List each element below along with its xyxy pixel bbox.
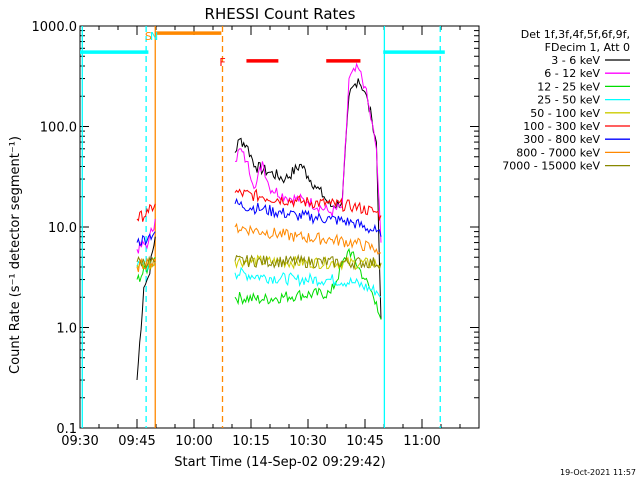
x-tick-label: 10:30 [289, 434, 326, 449]
series-line [136, 78, 382, 381]
y-tick-label: 10.0 [48, 221, 77, 236]
x-tick-label: 09:30 [61, 434, 98, 449]
legend-entry-label: 7000 - 15000 keV [502, 160, 600, 173]
legend-entry-label: 25 - 50 keV [537, 94, 600, 107]
legend-entry-label: 800 - 7000 keV [516, 146, 600, 159]
series-line [136, 253, 382, 271]
series-line [136, 197, 382, 246]
legend-entry-label: 300 - 800 keV [523, 133, 600, 146]
legend-entry-label: 3 - 6 keV [551, 54, 600, 67]
x-axis-label: Start Time (14-Sep-02 09:29:42) [174, 455, 385, 470]
y-tick-label: 1.0 [56, 322, 77, 337]
chart-title: RHESSI Count Rates [205, 5, 356, 23]
annotation-label: F [219, 56, 225, 69]
y-tick-label: 0.1 [56, 422, 77, 437]
x-tick-label: 10:15 [232, 434, 269, 449]
x-tick-label: 11:00 [403, 434, 440, 449]
x-tick-label: 09:45 [118, 434, 155, 449]
legend-entry-label: 12 - 25 keV [537, 80, 600, 93]
y-tick-label: 100.0 [40, 121, 77, 136]
plot-area: 0.1 1.0 10.0 100.0 1000.0 09:30 09:45 10:00 10:1… [32, 20, 480, 449]
series-line [136, 222, 382, 273]
legend-entry-label: 6 - 12 keV [544, 67, 600, 80]
legend-header-line-2: FDecim 1, Att 0 [545, 41, 630, 54]
x-tick-label: 10:45 [346, 434, 383, 449]
legend-entry-label: 50 - 100 keV [530, 107, 600, 120]
timestamp: 19-Oct-2021 11:57 [560, 468, 636, 477]
legend-entry-label: 100 - 300 keV [523, 120, 600, 133]
plot-frame [79, 25, 480, 429]
y-tick-label: 1000.0 [32, 20, 78, 35]
annotation-label: N [150, 30, 158, 43]
legend-header-line-1: Det 1f,3f,4f,5f,6f,9f, [521, 28, 630, 41]
x-tick-label: 10:00 [175, 434, 212, 449]
legend: Det 1f,3f,4f,5f,6f,9f, FDecim 1, Att 0 3… [502, 28, 630, 173]
series-line [136, 62, 382, 254]
annotation-label: S [145, 30, 152, 43]
series-line [136, 259, 382, 298]
y-axis-label: Count Rate (s⁻¹ detector segment⁻¹) [8, 136, 23, 374]
series-line [136, 188, 382, 222]
